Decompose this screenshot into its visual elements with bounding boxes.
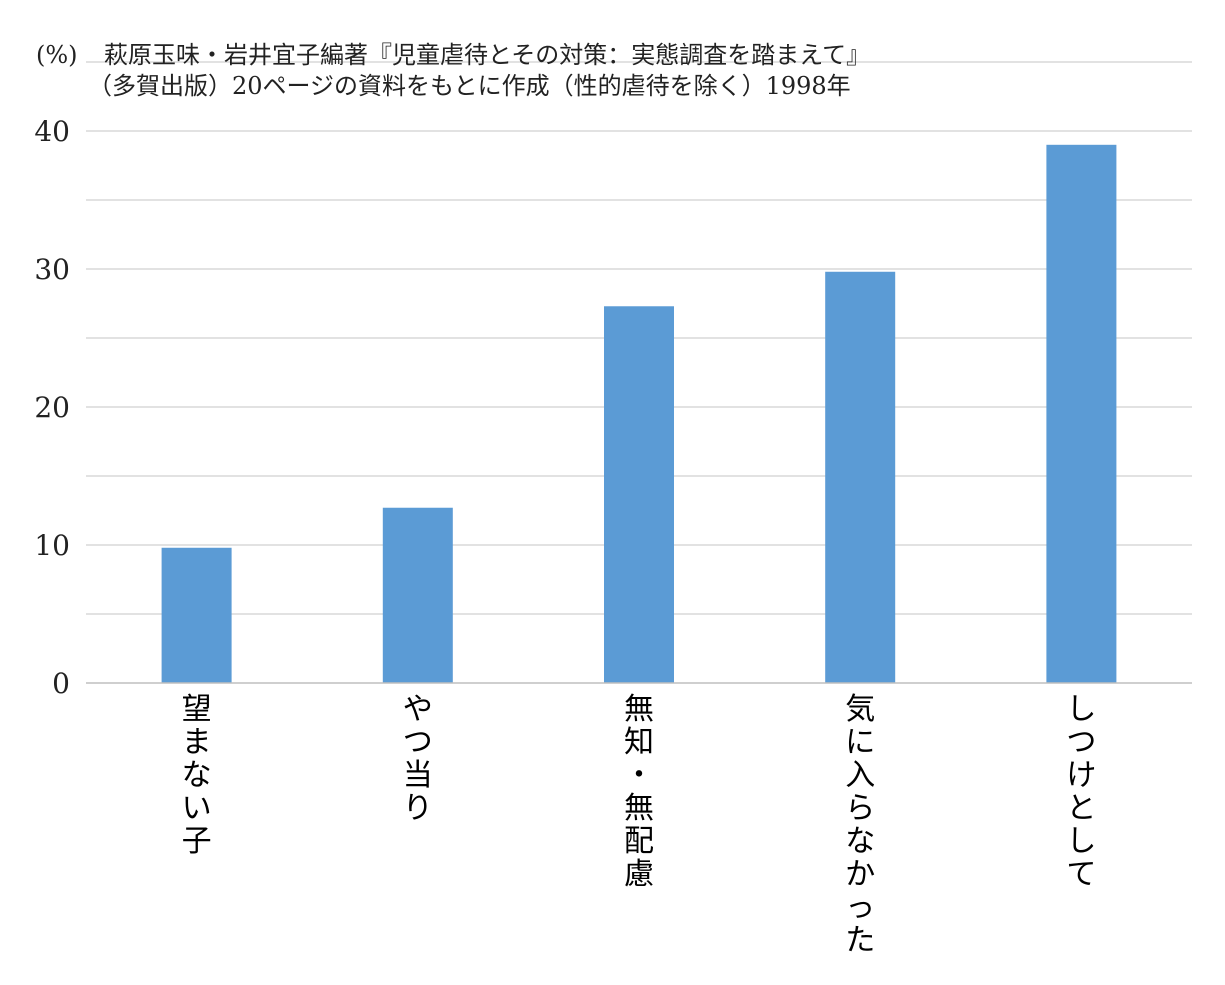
y-tick-label: 30 xyxy=(34,253,70,286)
y-tick-label: 0 xyxy=(52,667,70,700)
y-tick-label: 20 xyxy=(34,391,70,424)
bar xyxy=(604,306,674,683)
x-category-label: 望まない子 xyxy=(182,692,212,859)
bar xyxy=(1046,144,1117,684)
x-category-label: やつ当り xyxy=(403,692,433,826)
y-axis-unit-label: (%) xyxy=(36,41,78,69)
y-tick-label: 10 xyxy=(34,529,70,562)
bars xyxy=(161,144,1117,684)
y-axis-ticks: 0 10 20 30 40 xyxy=(34,115,70,700)
x-category-label: 無知・無配慮 xyxy=(624,692,654,892)
source-line-2: （多賀出版）20ページの資料をもとに作成（性的虐待を除く）1998年 xyxy=(88,72,851,100)
x-category-label: しつけとして xyxy=(1066,692,1096,892)
x-category-label: 気に入らなかった xyxy=(845,692,875,958)
bar xyxy=(382,507,453,683)
y-tick-label: 40 xyxy=(34,115,70,148)
bar xyxy=(161,547,232,683)
x-axis-categories: 望まない子 やつ当り 無知・無配慮 気に入らなかった しつけとして xyxy=(182,692,1097,958)
source-line-1: 萩原玉味・岩井宜子編著『児童虐待とその対策：実態調査を踏まえて』 xyxy=(104,41,870,69)
bar xyxy=(825,271,896,683)
